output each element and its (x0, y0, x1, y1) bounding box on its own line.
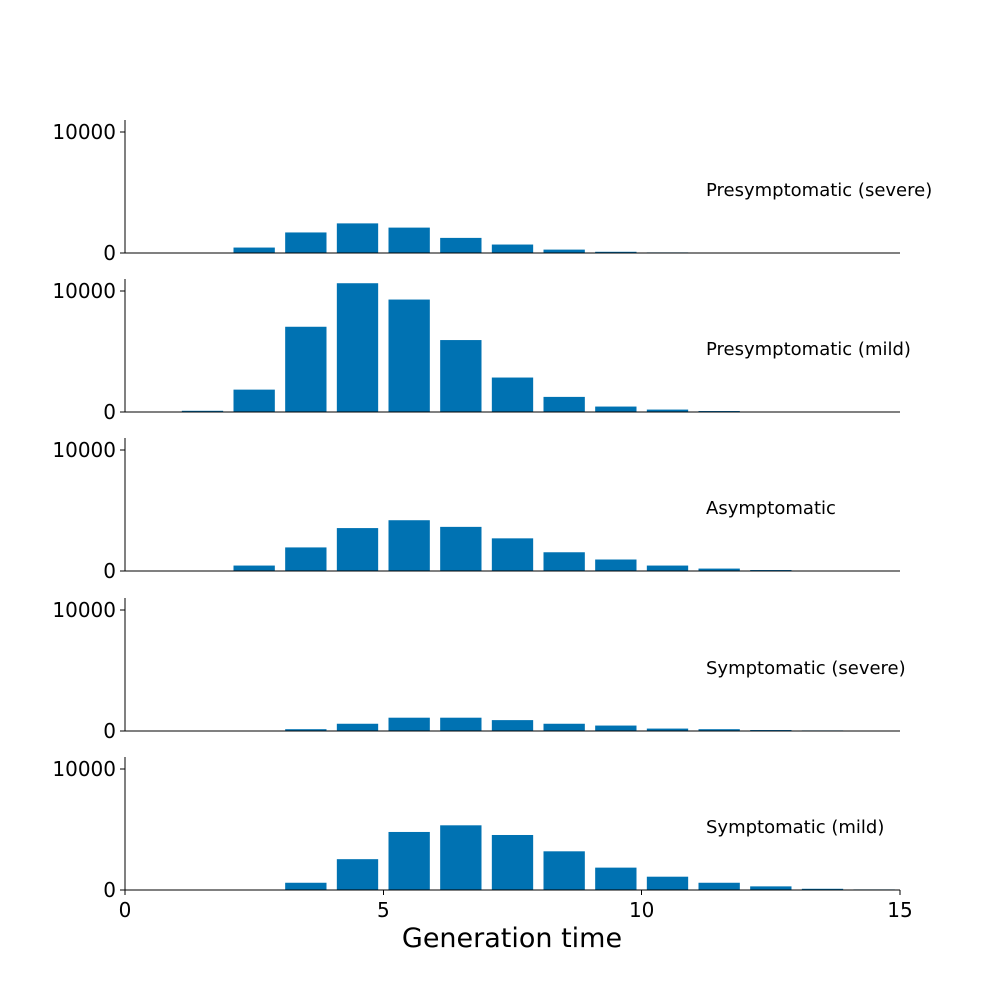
bar (595, 559, 637, 571)
panels: 0 10000 Presymptomatic (severe) 0 10000 Presy… (52, 120, 932, 902)
bar (181, 410, 224, 412)
panel-label: Symptomatic (severe) (706, 658, 906, 679)
y-tick-label: 0 (103, 400, 116, 424)
y-tick-label: 0 (103, 878, 116, 902)
panel-label: Symptomatic (mild) (706, 817, 884, 838)
bar (801, 888, 844, 890)
x-tick-label: 0 (119, 898, 132, 922)
x-tick-label: 5 (377, 898, 390, 922)
y-tick-label: 10000 (52, 438, 116, 462)
bar (543, 723, 585, 731)
panel-3: 0 10000 Asymptomatic (52, 438, 900, 583)
bar (336, 223, 379, 253)
y-tick-label: 10000 (52, 757, 116, 781)
bar (285, 232, 327, 253)
bar (285, 882, 327, 890)
bar (491, 244, 534, 253)
bar (646, 409, 689, 412)
panel-label: Presymptomatic (mild) (706, 339, 911, 360)
bar (595, 251, 637, 253)
bar (336, 283, 379, 412)
y-tick-label: 0 (103, 559, 116, 583)
bar (646, 565, 689, 571)
y-tick-label: 10000 (52, 120, 116, 144)
bar (285, 326, 327, 412)
bar (698, 729, 740, 731)
bar (491, 834, 534, 890)
bar (543, 851, 585, 890)
bar (595, 725, 637, 731)
bar (285, 547, 327, 571)
panel-1: 0 10000 Presymptomatic (severe) (52, 120, 932, 265)
bar (595, 406, 637, 412)
bar (233, 565, 275, 571)
bar (646, 876, 689, 890)
bar (233, 389, 275, 412)
panel-5: 0 10000 Symptomatic (mild) (52, 757, 900, 902)
bar (750, 886, 792, 890)
x-tick-label: 15 (887, 898, 912, 922)
bar (388, 299, 430, 412)
bar (388, 227, 430, 253)
bar (285, 729, 327, 731)
bar (543, 249, 585, 253)
bar (440, 340, 482, 412)
bar (491, 720, 534, 731)
bar (336, 723, 379, 731)
bar (388, 717, 430, 731)
bar (646, 728, 689, 731)
bar (595, 867, 637, 890)
bar (491, 377, 534, 412)
panel-label: Asymptomatic (706, 498, 836, 519)
bar (543, 396, 585, 412)
panel-2: 0 10000 Presymptomatic (mild) (52, 279, 911, 424)
panel-4: 0 10000 Symptomatic (severe) (52, 598, 906, 743)
x-tick-label: 10 (629, 898, 654, 922)
bar (336, 859, 379, 890)
bar (698, 568, 740, 571)
y-tick-label: 0 (103, 719, 116, 743)
bar (440, 237, 482, 253)
bar (440, 717, 482, 731)
bar (698, 882, 740, 890)
x-axis-title: Generation time (402, 923, 622, 954)
y-tick-label: 0 (103, 241, 116, 265)
y-tick-label: 10000 (52, 598, 116, 622)
bar (336, 528, 379, 571)
bar (233, 247, 275, 253)
panel-label: Presymptomatic (severe) (706, 180, 932, 201)
bar (543, 552, 585, 571)
bar (440, 825, 482, 890)
bar (388, 520, 430, 571)
bar (491, 538, 534, 571)
bar (388, 831, 430, 890)
y-tick-label: 10000 (52, 279, 116, 303)
x-axis: 0 5 10 15 (119, 890, 913, 922)
bar (440, 526, 482, 571)
